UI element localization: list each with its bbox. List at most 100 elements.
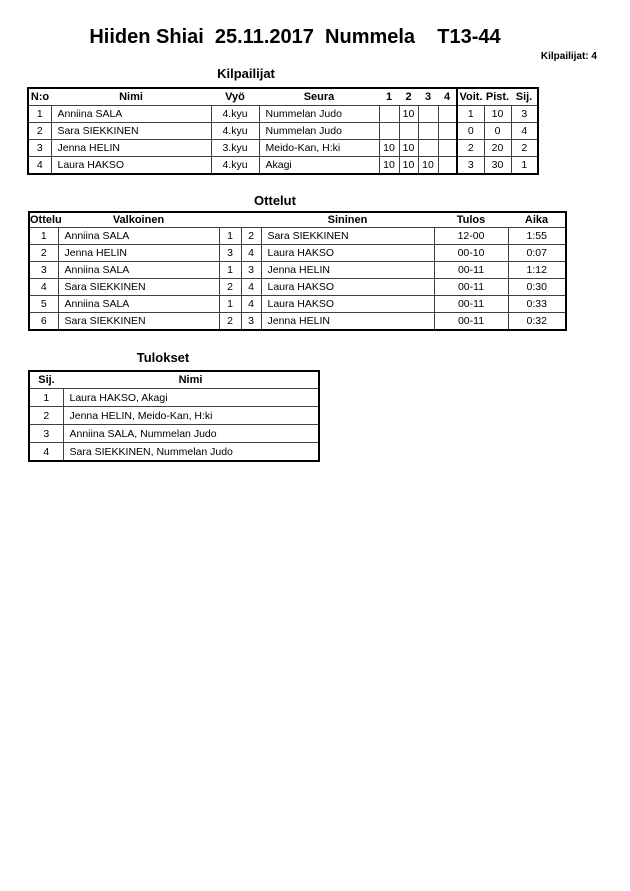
- competitor-number: 4: [27, 156, 52, 175]
- white-competitor-number: 1: [218, 227, 242, 245]
- match-time: 0:30: [507, 278, 567, 296]
- score-round-1: 10: [378, 139, 400, 157]
- white-competitor-name: Anniina SALA: [57, 227, 220, 245]
- match-score: 00-10: [433, 244, 509, 262]
- score-round-3: [417, 122, 439, 140]
- competitor-wins: 3: [456, 156, 485, 175]
- score-round-3: [417, 105, 439, 123]
- competitors-table: N:o Nimi Vyö Seura 1 2 3 4 Voit. Pist. S…: [27, 87, 539, 175]
- competitor-name: Sara SIEKKINEN: [50, 122, 212, 140]
- white-competitor-number: 1: [218, 295, 242, 313]
- column-header-result-name: Nimi: [63, 371, 319, 389]
- column-header-white: Valkoinen: [58, 212, 219, 228]
- match-number: 5: [28, 295, 59, 313]
- table-row: 5 Anniina SALA 1 4 Laura HAKSO 00-11 0:33: [28, 295, 567, 313]
- score-round-4: [437, 139, 458, 157]
- competitor-place: 4: [510, 122, 539, 140]
- competitor-points: 30: [483, 156, 512, 175]
- column-header-round-4: 4: [438, 88, 457, 106]
- white-competitor-number: 2: [218, 278, 242, 296]
- column-header-score: Tulos: [434, 212, 508, 228]
- results-section-heading: Tulokset: [136, 350, 190, 365]
- competitor-points: 20: [483, 139, 512, 157]
- match-number: 2: [28, 244, 59, 262]
- competitor-belt: 3.kyu: [210, 139, 260, 157]
- competitor-belt: 4.kyu: [210, 122, 260, 140]
- score-round-1: 10: [378, 156, 400, 175]
- column-header-time: Aika: [508, 212, 566, 228]
- table-row: 4 Sara SIEKKINEN, Nummelan Judo: [28, 442, 320, 462]
- score-round-2: 10: [398, 139, 419, 157]
- table-row: 4 Laura HAKSO 4.kyu Akagi 10 10 10 3 30 1: [27, 156, 539, 175]
- blue-competitor-name: Jenna HELIN: [260, 312, 435, 331]
- result-name: Anniina SALA, Nummelan Judo: [62, 424, 320, 443]
- blue-competitor-number: 3: [240, 312, 262, 331]
- score-round-1: [378, 105, 400, 123]
- match-score: 00-11: [433, 295, 509, 313]
- competitor-place: 1: [510, 156, 539, 175]
- competitor-wins: 0: [456, 122, 485, 140]
- blue-competitor-name: Laura HAKSO: [260, 278, 435, 296]
- match-time: 0:33: [507, 295, 567, 313]
- white-competitor-name: Sara SIEKKINEN: [57, 312, 220, 331]
- column-header-blue-number: [241, 212, 261, 228]
- results-header-row: Sij. Nimi: [29, 371, 319, 389]
- table-row: 3 Anniina SALA, Nummelan Judo: [28, 424, 320, 443]
- blue-competitor-name: Laura HAKSO: [260, 295, 435, 313]
- blue-competitor-name: Jenna HELIN: [260, 261, 435, 279]
- match-number: 4: [28, 278, 59, 296]
- blue-competitor-number: 4: [240, 295, 262, 313]
- blue-competitor-number: 2: [240, 227, 262, 245]
- score-round-3: 10: [417, 156, 439, 175]
- white-competitor-number: 3: [218, 244, 242, 262]
- score-round-3: [417, 139, 439, 157]
- score-round-2: 10: [398, 156, 419, 175]
- matches-table: Ottelu Valkoinen Sininen Tulos Aika 1 Ann…: [28, 211, 567, 331]
- match-time: 1:12: [507, 261, 567, 279]
- page-title: Hiiden Shiai 25.11.2017 Nummela T13-44: [89, 26, 501, 48]
- result-place: 1: [28, 388, 64, 407]
- competitor-club: Akagi: [258, 156, 380, 175]
- table-row: 6 Sara SIEKKINEN 2 3 Jenna HELIN 00-11 0:32: [28, 312, 567, 331]
- competitor-belt: 4.kyu: [210, 156, 260, 175]
- competitor-place: 2: [510, 139, 539, 157]
- competitor-number: 3: [27, 139, 52, 157]
- table-row: 1 Laura HAKSO, Akagi: [28, 388, 320, 407]
- white-competitor-number: 1: [218, 261, 242, 279]
- blue-competitor-name: Sara SIEKKINEN: [260, 227, 435, 245]
- result-name: Laura HAKSO, Akagi: [62, 388, 320, 407]
- white-competitor-name: Sara SIEKKINEN: [57, 278, 220, 296]
- column-header-round-1: 1: [379, 88, 399, 106]
- results-table: Sij. Nimi 1 Laura HAKSO, Akagi 2 Jenna HELI…: [28, 370, 320, 462]
- competitor-wins: 1: [456, 105, 485, 123]
- column-header-wins: Voit.: [456, 88, 484, 106]
- blue-competitor-name: Laura HAKSO: [260, 244, 435, 262]
- white-competitor-name: Jenna HELIN: [57, 244, 220, 262]
- table-row: 4 Sara SIEKKINEN 2 4 Laura HAKSO 00-11 0:30: [28, 278, 567, 296]
- white-competitor-number: 2: [218, 312, 242, 331]
- match-time: 1:55: [507, 227, 567, 245]
- white-competitor-name: Anniina SALA: [57, 295, 220, 313]
- participants-count-label: Kilpailijat: 4: [540, 51, 597, 62]
- competitor-points: 10: [483, 105, 512, 123]
- column-header-round-2: 2: [399, 88, 418, 106]
- column-header-club: Seura: [259, 88, 379, 106]
- score-round-4: [437, 122, 458, 140]
- column-header-name: Nimi: [51, 88, 211, 106]
- white-competitor-name: Anniina SALA: [57, 261, 220, 279]
- competitor-place: 3: [510, 105, 539, 123]
- result-place: 2: [28, 406, 64, 425]
- table-row: 2 Jenna HELIN 3 4 Laura HAKSO 00-10 0:07: [28, 244, 567, 262]
- column-header-no: N:o: [28, 88, 51, 106]
- blue-competitor-number: 3: [240, 261, 262, 279]
- blue-competitor-number: 4: [240, 278, 262, 296]
- score-round-4: [437, 105, 458, 123]
- table-row: 2 Jenna HELIN, Meido-Kan, H:ki: [28, 406, 320, 425]
- result-name: Sara SIEKKINEN, Nummelan Judo: [62, 442, 320, 462]
- table-row: 3 Jenna HELIN 3.kyu Meido-Kan, H:ki 10 10 2 20 2: [27, 139, 539, 157]
- score-round-1: [378, 122, 400, 140]
- competitors-section-heading: Kilpailijat: [217, 66, 275, 81]
- column-header-blue: Sininen: [261, 212, 434, 228]
- competitor-name: Laura HAKSO: [50, 156, 212, 175]
- score-round-4: [437, 156, 458, 175]
